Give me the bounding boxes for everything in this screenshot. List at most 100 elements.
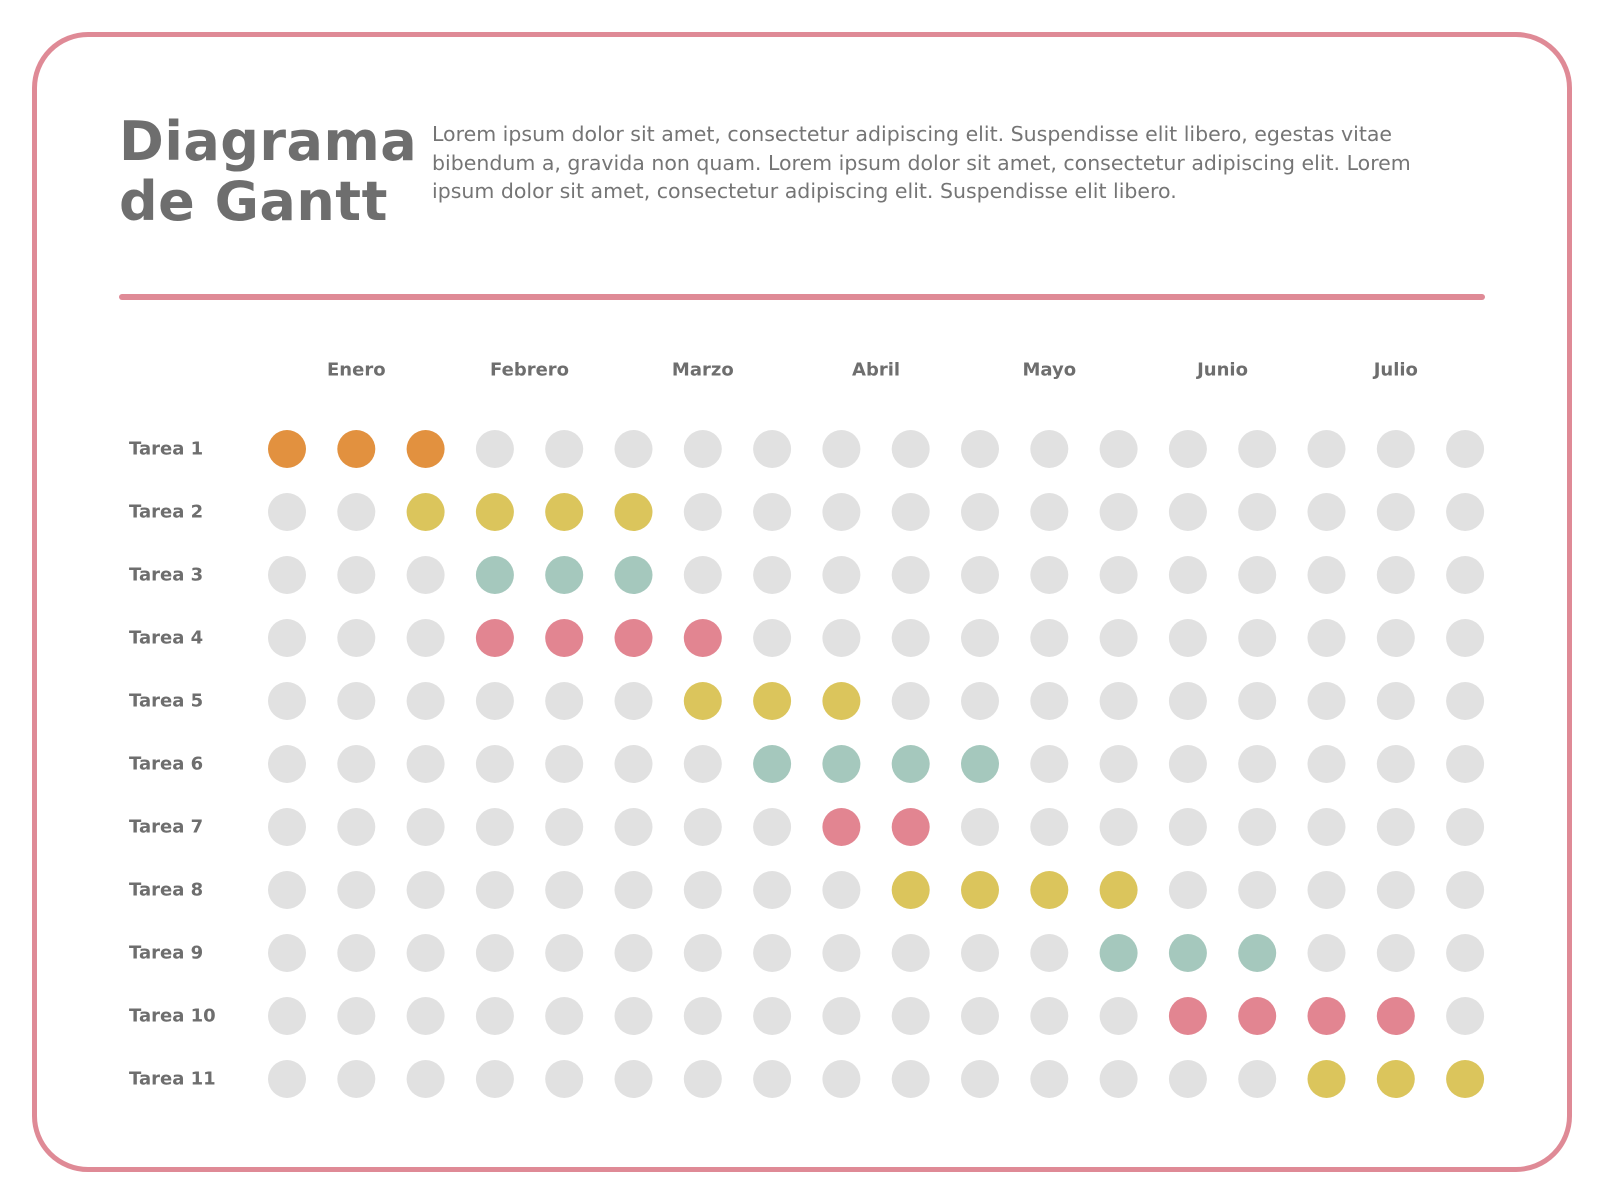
task-dot-inactive xyxy=(475,745,514,783)
task-dot-inactive xyxy=(1030,808,1069,846)
task-dot-inactive xyxy=(1376,556,1415,594)
task-label: Tarea 9 xyxy=(129,943,203,964)
task-dot-inactive xyxy=(337,619,376,657)
task-dot-inactive xyxy=(545,934,584,972)
page-title: Diagrama de Gantt xyxy=(119,110,418,233)
task-dot-inactive xyxy=(961,493,999,531)
task-dot-inactive xyxy=(1376,619,1415,657)
task-dot-active xyxy=(1446,1060,1485,1098)
task-dot-inactive xyxy=(683,871,722,909)
task-label: Tarea 11 xyxy=(129,1069,216,1090)
task-dot-inactive xyxy=(1238,619,1277,657)
task-dot-inactive xyxy=(1030,556,1069,594)
month-label: Febrero xyxy=(490,360,569,381)
task-dot-inactive xyxy=(337,745,376,783)
task-dot-inactive xyxy=(891,934,930,972)
task-dot-inactive xyxy=(545,808,584,846)
task-dot-inactive xyxy=(614,682,653,720)
task-dot-inactive xyxy=(1238,430,1277,468)
task-dot-inactive xyxy=(545,871,584,909)
task-dot-inactive xyxy=(337,682,376,720)
task-dot-inactive xyxy=(406,871,445,909)
task-dot-inactive xyxy=(1307,556,1346,594)
task-dot-inactive xyxy=(1446,934,1485,972)
task-dot-inactive xyxy=(961,934,999,972)
task-dot-inactive xyxy=(337,871,376,909)
task-dot-active xyxy=(545,493,584,531)
task-dot-inactive xyxy=(1099,556,1138,594)
task-dot-inactive xyxy=(1376,745,1415,783)
task-dot-inactive xyxy=(1307,871,1346,909)
task-dot-inactive xyxy=(545,997,584,1035)
month-label: Julio xyxy=(1372,360,1418,381)
task-dot-inactive xyxy=(822,556,861,594)
task-dot-inactive xyxy=(1307,808,1346,846)
task-dot-inactive xyxy=(475,682,514,720)
task-label: Tarea 6 xyxy=(129,754,203,775)
task-dot-inactive xyxy=(1238,871,1277,909)
task-dot-inactive xyxy=(1030,682,1069,720)
task-dot-inactive xyxy=(822,934,861,972)
task-dot-inactive xyxy=(337,997,376,1035)
task-dot-inactive xyxy=(475,1060,514,1098)
task-dot-inactive xyxy=(891,1060,930,1098)
task-dot-active xyxy=(753,745,792,783)
task-dot-active xyxy=(1168,934,1207,972)
task-dot-inactive xyxy=(614,430,653,468)
task-dot-inactive xyxy=(961,619,999,657)
task-dot-inactive xyxy=(1030,493,1069,531)
task-dot-inactive xyxy=(1168,808,1207,846)
task-dot-active xyxy=(961,871,999,909)
task-dot-inactive xyxy=(268,745,306,783)
task-dot-inactive xyxy=(891,682,930,720)
task-dot-inactive xyxy=(683,997,722,1035)
task-dot-inactive xyxy=(545,682,584,720)
task-dot-inactive xyxy=(683,1060,722,1098)
task-dot-inactive xyxy=(268,997,306,1035)
task-dot-active xyxy=(1307,1060,1346,1098)
card-frame xyxy=(32,32,1572,1172)
task-dot-active xyxy=(406,430,445,468)
task-dot-active xyxy=(891,745,930,783)
task-dot-inactive xyxy=(1307,682,1346,720)
task-dot-inactive xyxy=(891,997,930,1035)
task-dot-inactive xyxy=(683,556,722,594)
task-dot-inactive xyxy=(1099,682,1138,720)
task-dot-inactive xyxy=(475,997,514,1035)
task-dot-inactive xyxy=(822,493,861,531)
task-dot-active xyxy=(1099,934,1138,972)
task-dot-inactive xyxy=(475,934,514,972)
task-dot-active xyxy=(891,871,930,909)
task-label: Tarea 4 xyxy=(129,628,203,649)
task-dot-inactive xyxy=(1099,997,1138,1035)
description-text: Lorem ipsum dolor sit amet, consectetur … xyxy=(432,122,1411,203)
task-dot-inactive xyxy=(268,556,306,594)
task-label: Tarea 1 xyxy=(129,439,203,460)
task-dot-active xyxy=(1238,997,1277,1035)
task-dot-active xyxy=(268,430,306,468)
task-dot-inactive xyxy=(337,934,376,972)
task-dot-inactive xyxy=(683,745,722,783)
task-dot-inactive xyxy=(1238,493,1277,531)
task-dot-active xyxy=(1099,871,1138,909)
task-dot-inactive xyxy=(961,430,999,468)
task-dot-inactive xyxy=(406,808,445,846)
task-dot-inactive xyxy=(753,934,792,972)
task-dot-inactive xyxy=(1168,493,1207,531)
task-dot-inactive xyxy=(545,1060,584,1098)
task-dot-inactive xyxy=(1307,493,1346,531)
task-dot-inactive xyxy=(1376,430,1415,468)
task-dot-inactive xyxy=(268,871,306,909)
task-dot-active xyxy=(475,556,514,594)
task-dot-active xyxy=(406,493,445,531)
task-dot-inactive xyxy=(1030,745,1069,783)
task-dot-inactive xyxy=(683,808,722,846)
task-dot-inactive xyxy=(961,808,999,846)
task-dot-inactive xyxy=(891,430,930,468)
month-label: Mayo xyxy=(1022,360,1076,381)
task-dot-inactive xyxy=(268,934,306,972)
task-dot-inactive xyxy=(1168,430,1207,468)
task-dot-inactive xyxy=(753,493,792,531)
task-dot-inactive xyxy=(822,871,861,909)
